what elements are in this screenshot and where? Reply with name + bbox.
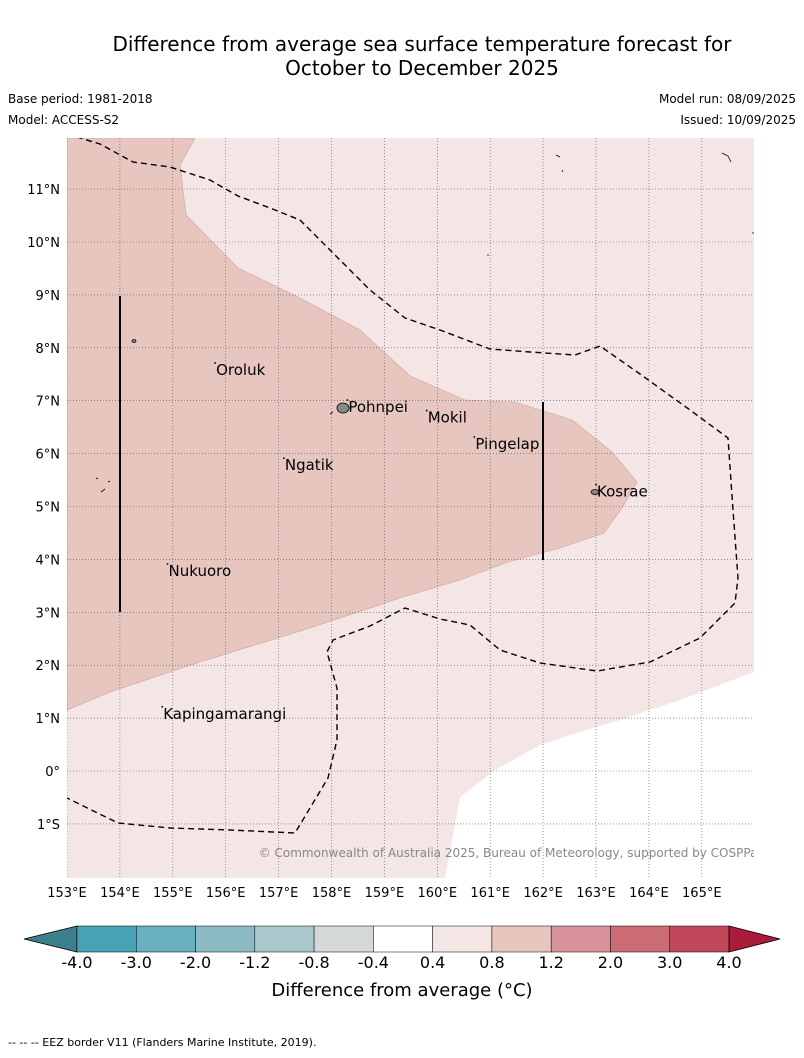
lon-tick-label: 164°E bbox=[629, 886, 669, 901]
colorbar-tick-label: -3.0 bbox=[121, 953, 152, 972]
island-dot bbox=[131, 339, 137, 343]
lat-tick-label: 10°N bbox=[27, 236, 60, 251]
colorbar-tick-label: 0.4 bbox=[420, 953, 445, 972]
copyright-text: © Commonwealth of Australia 2025, Bureau… bbox=[259, 846, 764, 860]
colorbar-tick-label: -0.4 bbox=[358, 953, 389, 972]
lat-tick-label: 9°N bbox=[36, 289, 61, 304]
eez-borders bbox=[67, 138, 739, 834]
lon-tick-label: 156°E bbox=[206, 886, 246, 901]
place-label: Kosrae bbox=[597, 483, 648, 501]
colorbar-segment bbox=[669, 925, 730, 953]
place-marker bbox=[166, 563, 169, 565]
place-label: Pingelap bbox=[475, 435, 539, 453]
lon-tick-label: 159°E bbox=[365, 886, 405, 901]
place-marker bbox=[346, 399, 349, 401]
island-outline bbox=[555, 152, 732, 173]
place-marker bbox=[282, 457, 285, 460]
place-label: Mokil bbox=[428, 409, 467, 427]
anomaly-band-neutral bbox=[445, 672, 754, 878]
island-outline bbox=[95, 477, 111, 493]
colorbar-tick-label: 0.8 bbox=[479, 953, 504, 972]
model-name: Model: ACCESS-S2 bbox=[8, 113, 120, 127]
lat-tick-label: 4°N bbox=[36, 553, 61, 568]
lon-tick-label: 158°E bbox=[312, 886, 352, 901]
lat-tick-label: 7°N bbox=[36, 395, 61, 410]
lon-tick-label: 157°E bbox=[259, 886, 299, 901]
longitude-tick-labels: 153°E 154°E 155°E 156°E 157°E 158°E 159°E 160°E… bbox=[47, 886, 721, 901]
lat-tick-label: 1°N bbox=[36, 712, 61, 727]
anomaly-band-0.8-1.2 bbox=[67, 138, 638, 711]
latitude-tick-labels: 11°N 10°N 9°N 8°N 7°N 6°N 5°N 4°N 3°N 2°N 1°N 0° 1°S bbox=[27, 183, 60, 833]
map-figure: Oroluk Pohnpei Mokil Pingelap Ngatik Kosrae Nu… bbox=[23, 138, 781, 972]
colorbar-segment bbox=[195, 925, 256, 953]
lat-tick-label: 3°N bbox=[36, 606, 61, 621]
colorbar-tick-label: 2.0 bbox=[598, 953, 623, 972]
colorbar-tick-label: 3.0 bbox=[657, 953, 682, 972]
colorbar-segment bbox=[254, 925, 315, 953]
colorbar-tick-label: 4.0 bbox=[716, 953, 741, 972]
colorbar-title: Difference from average (°C) bbox=[271, 980, 533, 1001]
lat-tick-label: 1°S bbox=[37, 818, 60, 833]
colorbar-tick-label: -1.2 bbox=[239, 953, 270, 972]
colorbar: -4.0 -3.0 -2.0 -1.2 -0.8 -0.4 0.4 0.8 1.2 2.0 3.0 4… bbox=[23, 925, 781, 972]
lon-tick-label: 160°E bbox=[418, 886, 458, 901]
base-period: Base period: 1981-2018 bbox=[8, 92, 153, 106]
colorbar-segment bbox=[610, 925, 670, 953]
lon-tick-label: 153°E bbox=[47, 886, 87, 901]
colorbar-extend-high bbox=[728, 925, 781, 953]
colorbar-segment bbox=[313, 925, 374, 953]
place-marker bbox=[473, 436, 476, 438]
model-run: Model run: 08/09/2025 bbox=[658, 92, 796, 106]
place-label: Kapingamarangi bbox=[163, 705, 286, 723]
place-label: Oroluk bbox=[216, 361, 265, 379]
colorbar-segment bbox=[432, 925, 493, 953]
issued-date: Issued: 10/09/2025 bbox=[680, 113, 796, 127]
lon-tick-label: 155°E bbox=[153, 886, 193, 901]
place-marker bbox=[214, 362, 217, 364]
colorbar-tick-label: -2.0 bbox=[180, 953, 211, 972]
lat-tick-label: 8°N bbox=[36, 342, 61, 357]
kosrae-island bbox=[590, 489, 600, 495]
place-label: Nukuoro bbox=[169, 562, 232, 580]
title-line-1: Difference from average sea surface temp… bbox=[112, 32, 732, 56]
colorbar-segment bbox=[76, 925, 137, 953]
place-marker bbox=[425, 409, 428, 412]
pohnpei-island bbox=[336, 402, 350, 414]
lon-tick-label: 161°E bbox=[470, 886, 510, 901]
footer-note: -- -- -- EEZ border V11 (Flanders Marine… bbox=[8, 1036, 317, 1049]
place-marker bbox=[595, 483, 597, 486]
colorbar-tick-label: -0.8 bbox=[298, 953, 329, 972]
colorbar-segment bbox=[550, 925, 611, 953]
island-outline bbox=[329, 232, 754, 415]
graticule bbox=[67, 138, 754, 878]
lat-tick-label: 6°N bbox=[36, 448, 61, 463]
lon-tick-label: 163°E bbox=[576, 886, 616, 901]
lat-tick-label: 11°N bbox=[27, 183, 60, 198]
title-line-2: October to December 2025 bbox=[285, 56, 559, 80]
place-label: Ngatik bbox=[285, 456, 334, 474]
colorbar-segment bbox=[491, 925, 552, 953]
chart-title: Difference from average sea surface temp… bbox=[60, 32, 784, 80]
colorbar-segment bbox=[373, 925, 433, 953]
map-plot-area: Oroluk Pohnpei Mokil Pingelap Ngatik Kosrae Nu… bbox=[67, 138, 764, 878]
lon-tick-label: 162°E bbox=[523, 886, 563, 901]
lat-tick-label: 2°N bbox=[36, 659, 61, 674]
place-label: Pohnpei bbox=[348, 398, 408, 416]
colorbar-extend-low bbox=[23, 925, 78, 953]
colorbar-tick-label: 1.2 bbox=[538, 953, 563, 972]
place-marker bbox=[161, 705, 164, 708]
lat-tick-label: 5°N bbox=[36, 501, 61, 516]
colorbar-segment bbox=[136, 925, 196, 953]
colorbar-tick-label: -4.0 bbox=[61, 953, 92, 972]
lon-tick-label: 165°E bbox=[682, 886, 722, 901]
lon-tick-label: 154°E bbox=[100, 886, 140, 901]
region-boundaries bbox=[119, 296, 544, 612]
lat-tick-label: 0° bbox=[45, 765, 60, 780]
islands bbox=[95, 152, 754, 495]
place-labels: Oroluk Pohnpei Mokil Pingelap Ngatik Kosrae Nu… bbox=[161, 361, 648, 723]
